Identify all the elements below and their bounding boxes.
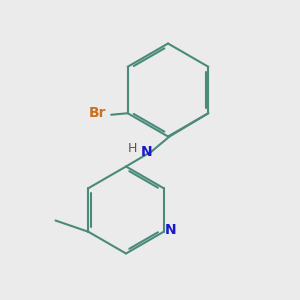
Text: Br: Br xyxy=(89,106,107,120)
Text: H: H xyxy=(127,142,137,155)
Text: N: N xyxy=(164,223,176,237)
Text: N: N xyxy=(140,145,152,158)
